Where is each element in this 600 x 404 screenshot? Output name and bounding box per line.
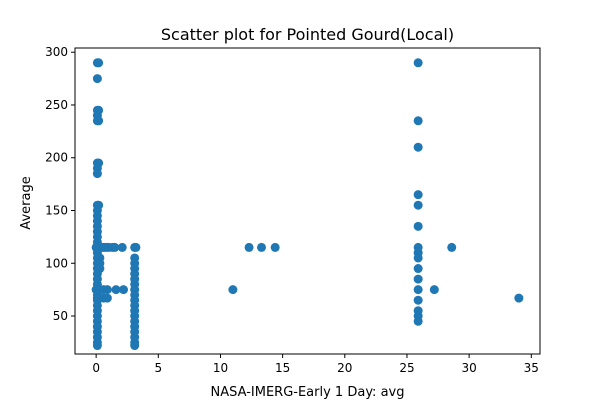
data-point	[413, 190, 423, 200]
data-point	[413, 285, 423, 295]
data-point	[130, 341, 140, 351]
y-axis-ticks: 50 100 150 200 250 300	[45, 45, 75, 323]
data-point	[244, 242, 254, 252]
data-point	[429, 285, 439, 295]
data-point	[118, 285, 128, 295]
data-point	[413, 116, 423, 126]
data-point	[92, 169, 102, 179]
y-tick-label: 200	[45, 151, 68, 165]
data-point	[413, 295, 423, 305]
y-tick-label: 150	[45, 203, 68, 217]
data-points	[91, 58, 524, 351]
x-tick-label: 15	[275, 361, 290, 375]
data-point	[94, 116, 104, 126]
data-point	[228, 285, 238, 295]
data-point	[413, 316, 423, 326]
y-tick-label: 50	[53, 309, 68, 323]
x-tick-label: 10	[213, 361, 228, 375]
data-point	[92, 74, 102, 84]
data-point	[110, 242, 120, 252]
data-point	[413, 142, 423, 152]
x-tick-label: 30	[461, 361, 476, 375]
data-point	[102, 285, 112, 295]
data-point	[413, 221, 423, 231]
x-tick-label: 0	[92, 361, 100, 375]
data-point	[111, 285, 121, 295]
data-point	[514, 293, 524, 303]
x-axis-ticks: 0 5 10 15 20 25 30 35	[92, 354, 539, 375]
data-point	[270, 242, 280, 252]
x-tick-label: 25	[399, 361, 414, 375]
data-point	[94, 58, 104, 68]
chart-title: Scatter plot for Pointed Gourd(Local)	[161, 25, 454, 44]
x-axis-label: NASA-IMERG-Early 1 Day: avg	[211, 385, 405, 400]
data-point	[131, 242, 141, 252]
data-point	[413, 264, 423, 274]
data-point	[413, 274, 423, 284]
data-point	[413, 253, 423, 263]
y-axis-label: Average	[19, 176, 34, 229]
x-tick-label: 5	[154, 361, 162, 375]
data-point	[92, 341, 102, 351]
y-tick-label: 300	[45, 45, 68, 59]
x-tick-label: 20	[337, 361, 352, 375]
data-point	[413, 58, 423, 68]
y-tick-label: 250	[45, 98, 68, 112]
data-point	[117, 242, 127, 252]
plot-frame	[74, 47, 541, 355]
y-tick-label: 100	[45, 256, 68, 270]
data-point	[447, 242, 457, 252]
x-tick-label: 35	[524, 361, 539, 375]
data-point	[257, 242, 266, 252]
data-point	[413, 200, 423, 210]
data-point	[102, 293, 112, 303]
